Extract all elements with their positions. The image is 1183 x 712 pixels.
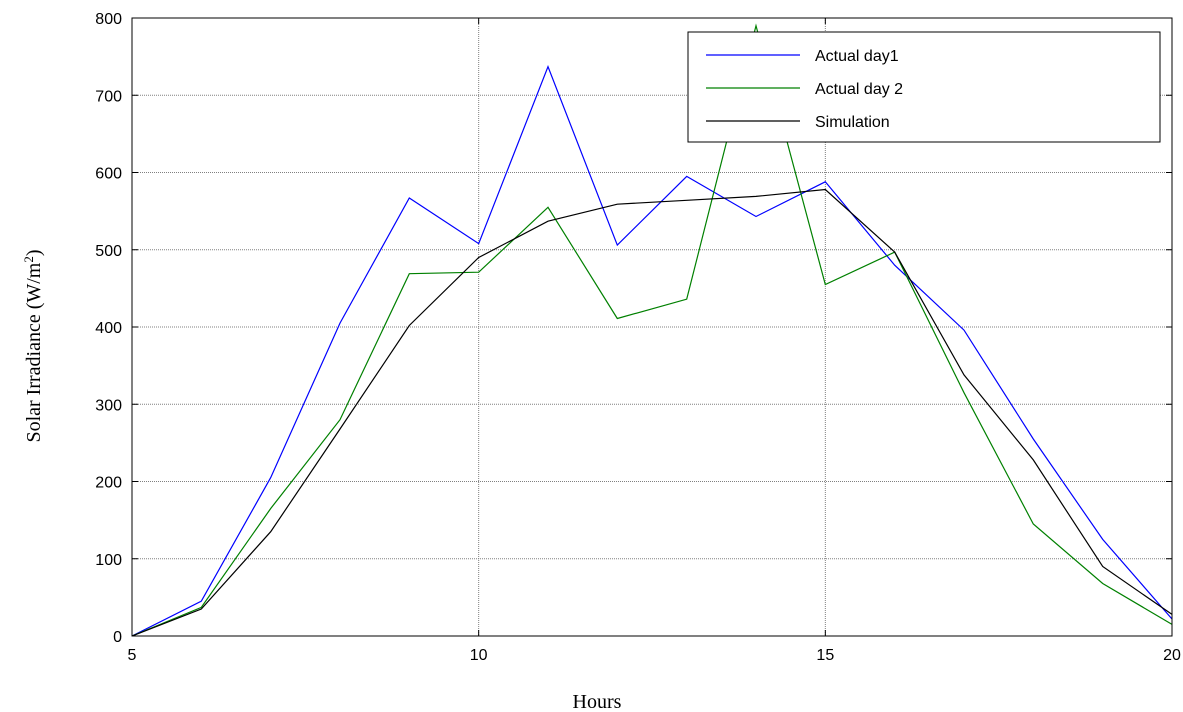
y-tick-label: 100 bbox=[95, 552, 122, 569]
legend-label-actual-day2: Actual day 2 bbox=[815, 81, 903, 98]
y-tick-label: 700 bbox=[95, 88, 122, 105]
series-line-simulation bbox=[131, 188, 1173, 637]
y-tick-label: 800 bbox=[95, 11, 122, 28]
y-tick-label: 0 bbox=[113, 629, 122, 646]
y-tick-label: 600 bbox=[95, 166, 122, 183]
y-axis-label-close: ) bbox=[23, 249, 45, 256]
legend-label-actual-day1: Actual day1 bbox=[815, 48, 899, 65]
legend-box bbox=[687, 31, 1161, 143]
x-tick-label: 20 bbox=[1163, 647, 1181, 664]
x-axis-label: Hours bbox=[573, 691, 622, 712]
data-series bbox=[131, 23, 1173, 637]
y-tick-labels: 0 100 200 300 400 500 600 700 800 bbox=[95, 11, 122, 646]
y-tick-label: 400 bbox=[95, 320, 122, 337]
y-axis-label-main: Solar Irradiance (W/m bbox=[23, 262, 45, 442]
y-axis-label: Solar Irradiance (W/m2) bbox=[21, 249, 46, 442]
grid-lines bbox=[132, 18, 1172, 636]
y-tick-label: 500 bbox=[95, 243, 122, 260]
x-tick-label: 10 bbox=[470, 647, 488, 664]
axis-ticks bbox=[131, 17, 1173, 637]
series-line-actual-day1 bbox=[131, 65, 1173, 637]
x-tick-label: 15 bbox=[816, 647, 834, 664]
legend-label-simulation: Simulation bbox=[815, 114, 890, 131]
y-tick-label: 300 bbox=[95, 397, 122, 414]
legend: Actual day1 Actual day 2 Simulation bbox=[687, 31, 1161, 143]
x-tick-label: 5 bbox=[128, 647, 137, 664]
y-axis-label-superscript: 2 bbox=[21, 256, 36, 263]
series-line-actual-day2 bbox=[131, 23, 1173, 637]
x-tick-labels: 5 10 15 20 bbox=[128, 647, 1181, 664]
y-tick-label: 200 bbox=[95, 475, 122, 492]
